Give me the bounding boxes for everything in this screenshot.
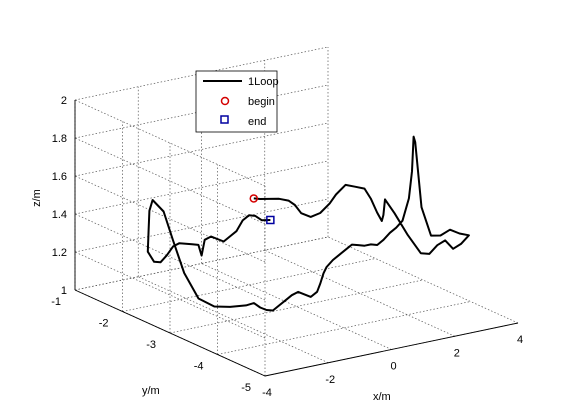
legend-begin-marker [220,96,230,106]
x-tick-label: 2 [454,347,460,359]
y-tick-label: -3 [146,339,156,351]
y-axis-label: y/m [142,385,160,397]
x-tick-label: -4 [262,387,272,399]
axes-layer: -4 -2 0 2 4 -5 -4 -3 -2 -11 1.2 1.4 1.6 1.8 2 [51,95,523,399]
grid-line-floor-y [122,258,376,312]
grid-line-back-z [74,84,329,139]
z-tick-label: 2 [61,95,67,107]
grid-line-back-z [74,122,329,177]
z-tick-label: 1.6 [52,171,67,183]
legend-label-end: end [248,116,266,128]
grid-line-floor-x [138,276,329,364]
y-axis-line [74,289,266,377]
grid-line-floor-y [217,301,471,355]
data-layer [146,135,470,312]
legend-end-marker [220,115,229,124]
z-tick-label: 1.8 [52,133,67,145]
x-axis-label: x/m [373,391,391,403]
grid-layer [74,46,519,377]
y-tick-label: -5 [241,382,251,394]
begin-marker [249,194,259,203]
legend-label-1loop: 1Loop [248,76,279,88]
grid-line-back-z [74,160,329,215]
z-tick-label: 1.4 [52,209,67,221]
end-marker [266,215,275,225]
y-tick-label: -2 [99,318,109,330]
labels-layer: x/m y/m z/m [31,189,391,403]
series-line-1loop [146,135,470,312]
grid-line-back-z [74,198,329,253]
y-tick-label: -1 [51,296,61,308]
x-tick-label: 0 [390,361,396,373]
x-tick-label: -2 [325,374,335,386]
z-tick-label: 1 [61,285,67,297]
grid-line-back-z [74,46,329,101]
grid-line-back-z [74,236,329,291]
z-axis-label: z/m [31,189,43,207]
x-axis-line [264,322,519,377]
legend-label-begin: begin [248,96,275,108]
legend: 1Loop begin end [195,70,279,133]
z-tick-label: 1.2 [52,247,67,259]
y-tick-label: -4 [194,361,204,373]
x-tick-label: 4 [517,334,523,346]
grid-line-floor-y [169,279,424,334]
